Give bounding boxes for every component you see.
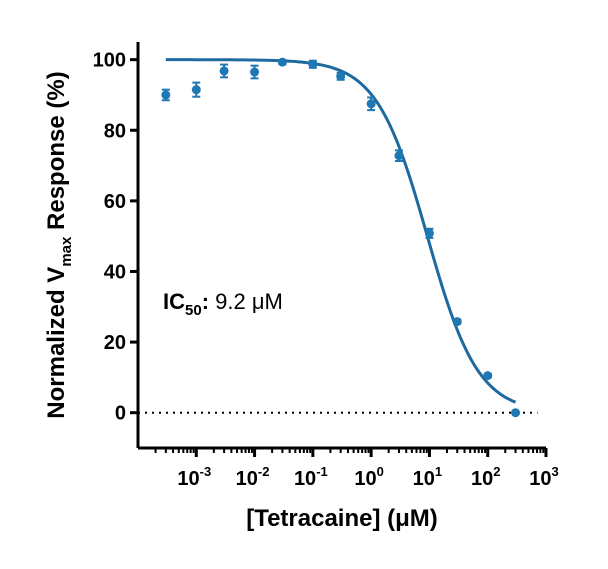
data-point <box>511 408 521 418</box>
y-ticks: 0 20 40 60 80 100 <box>93 50 138 425</box>
ic50-label: IC <box>163 289 185 314</box>
data-point <box>308 59 318 69</box>
y-axis-title-sub: max <box>58 236 75 267</box>
data-point <box>452 317 462 327</box>
y-tick-label: 100 <box>93 50 126 72</box>
y-tick-label: 20 <box>104 332 126 354</box>
data-point <box>250 67 260 77</box>
data-point <box>424 228 434 238</box>
data-point <box>483 371 493 381</box>
x-axis-title: [Tetracaine] (μM) <box>246 505 438 532</box>
data-point <box>394 151 404 161</box>
data-points <box>161 57 521 418</box>
data-point <box>191 85 201 95</box>
ic50-sep: : <box>202 289 209 314</box>
x-tick-label: 10-3 <box>177 464 211 490</box>
y-axis-title-rest: Response (%) <box>43 71 70 236</box>
y-axis-title: Normalized Vmax Response (%) <box>43 71 75 418</box>
ic50-sub: 50 <box>185 302 202 319</box>
y-tick-label: 80 <box>104 120 126 142</box>
y-tick-label: 60 <box>104 191 126 213</box>
data-point <box>336 71 346 81</box>
data-point <box>366 99 376 109</box>
data-point <box>219 66 229 76</box>
ic50-annotation: IC50: 9.2 μM <box>163 289 283 319</box>
y-tick-label: 0 <box>115 403 126 425</box>
y-axis-title-main: Normalized V <box>43 267 70 419</box>
x-tick-label: 101 <box>413 464 442 490</box>
x-tick-label: 102 <box>471 464 500 490</box>
x-tick-label: 103 <box>529 464 558 490</box>
ic50-value: 9.2 μM <box>209 289 283 314</box>
x-ticks: 10-3 10-2 10-1 100 101 102 103 <box>154 448 559 490</box>
fit-curve <box>165 58 517 404</box>
x-tick-label: 100 <box>354 464 383 490</box>
y-tick-label: 40 <box>104 261 126 283</box>
data-point <box>277 57 287 67</box>
x-tick-label: 10-2 <box>236 464 270 490</box>
x-tick-label: 10-1 <box>294 464 328 490</box>
data-point <box>161 90 171 100</box>
